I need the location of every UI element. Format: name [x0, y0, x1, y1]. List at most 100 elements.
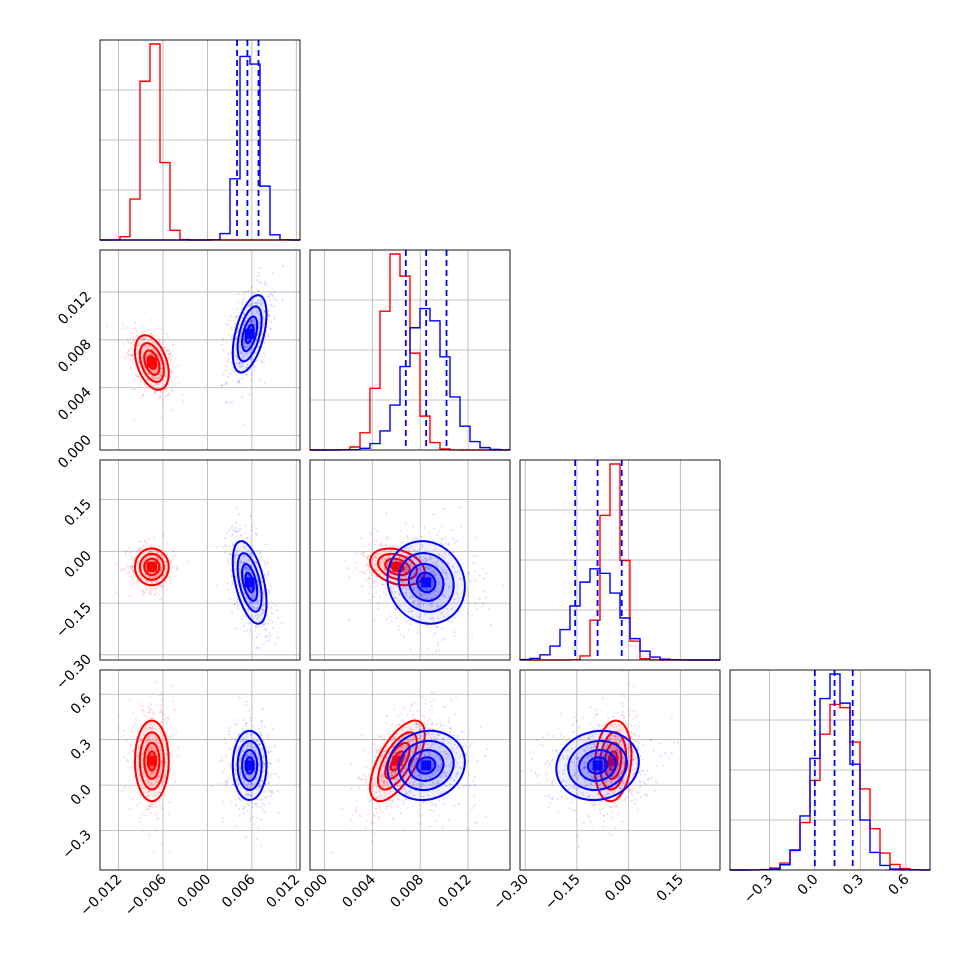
sample-point: [267, 733, 270, 736]
sample-point: [231, 543, 235, 546]
sample-point: [636, 694, 639, 697]
sample-point: [154, 794, 157, 797]
sample-point: [360, 733, 363, 737]
sample-point: [246, 810, 249, 813]
sample-point: [135, 761, 138, 764]
sample-point: [270, 790, 273, 794]
sample-point: [455, 540, 458, 543]
sample-point: [159, 597, 162, 601]
sample-point: [264, 284, 267, 287]
sample-point: [164, 774, 167, 777]
sample-point: [147, 748, 150, 752]
sample-point: [150, 352, 154, 355]
sample-point: [623, 760, 626, 763]
sample-point: [160, 699, 163, 702]
sample-point: [406, 777, 409, 781]
sample-point: [404, 568, 408, 571]
sample-point: [374, 559, 377, 562]
sample-point: [160, 692, 163, 695]
sample-point: [124, 356, 127, 359]
sample-point: [461, 738, 464, 741]
sample-point: [242, 354, 245, 357]
sample-point: [472, 555, 475, 558]
sample-point: [439, 605, 442, 608]
sample-point: [384, 569, 387, 572]
sample-point: [634, 755, 637, 758]
sample-point: [254, 802, 257, 805]
sample-point: [240, 534, 243, 537]
sample-point: [374, 556, 377, 560]
sample-point: [220, 756, 223, 759]
sample-point: [403, 767, 406, 770]
sample-point: [234, 557, 237, 560]
sample-point: [370, 572, 374, 575]
sample-point: [419, 785, 422, 789]
sample-point: [128, 565, 131, 568]
sample-point: [609, 746, 612, 749]
sample-point: [406, 588, 409, 591]
sample-point: [418, 567, 422, 570]
sample-point: [482, 602, 485, 605]
sample-point: [428, 708, 431, 711]
sample-point: [143, 558, 146, 561]
sample-point: [242, 738, 245, 741]
sample-point: [151, 555, 154, 558]
sample-point: [165, 716, 168, 719]
sample-point: [271, 620, 274, 623]
sample-point: [151, 805, 154, 809]
sample-point: [136, 375, 139, 378]
sample-point: [407, 790, 410, 794]
sample-point: [252, 596, 255, 600]
sample-point: [244, 568, 247, 571]
sample-point: [157, 779, 160, 783]
sample-point: [139, 816, 142, 819]
sample-point: [439, 758, 442, 761]
sample-point: [273, 290, 276, 293]
sample-point: [411, 600, 414, 604]
sample-point: [132, 336, 135, 339]
sample-point: [262, 753, 265, 756]
sample-point: [429, 736, 432, 740]
sample-point: [461, 761, 464, 764]
density-peak: [244, 760, 255, 771]
sample-point: [268, 631, 271, 634]
sample-point: [149, 703, 152, 706]
sample-point: [229, 552, 232, 556]
sample-point: [415, 722, 418, 726]
sample-point: [148, 785, 151, 788]
sample-point: [444, 542, 447, 545]
sample-point: [238, 766, 242, 769]
sample-point: [170, 389, 173, 392]
sample-point: [250, 524, 253, 528]
sample-point: [169, 569, 172, 572]
sample-point: [439, 768, 442, 772]
sample-point: [175, 568, 178, 571]
sample-point: [131, 761, 135, 764]
sample-point: [234, 548, 237, 552]
sample-point: [167, 716, 170, 719]
sample-point: [454, 765, 458, 768]
sample-point: [224, 369, 227, 372]
sample-point: [377, 816, 380, 819]
sample-point: [453, 630, 456, 634]
sample-point: [370, 798, 373, 801]
sample-point: [415, 746, 418, 749]
sample-point: [418, 723, 421, 727]
sample-point: [405, 767, 408, 771]
sample-point: [242, 718, 245, 722]
sample-point: [400, 580, 404, 583]
sample-point: [381, 777, 384, 781]
sample-point: [151, 733, 154, 736]
sample-point: [133, 388, 136, 391]
sample-point: [262, 315, 265, 318]
sample-point: [405, 766, 408, 769]
sample-point: [230, 336, 233, 339]
sample-point: [408, 756, 411, 759]
sample-point: [420, 734, 423, 737]
sample-point: [150, 353, 153, 356]
sample-point: [406, 714, 409, 717]
sample-point: [137, 540, 140, 544]
sample-point: [228, 360, 231, 363]
sample-point: [250, 350, 253, 354]
sample-point: [258, 302, 261, 305]
